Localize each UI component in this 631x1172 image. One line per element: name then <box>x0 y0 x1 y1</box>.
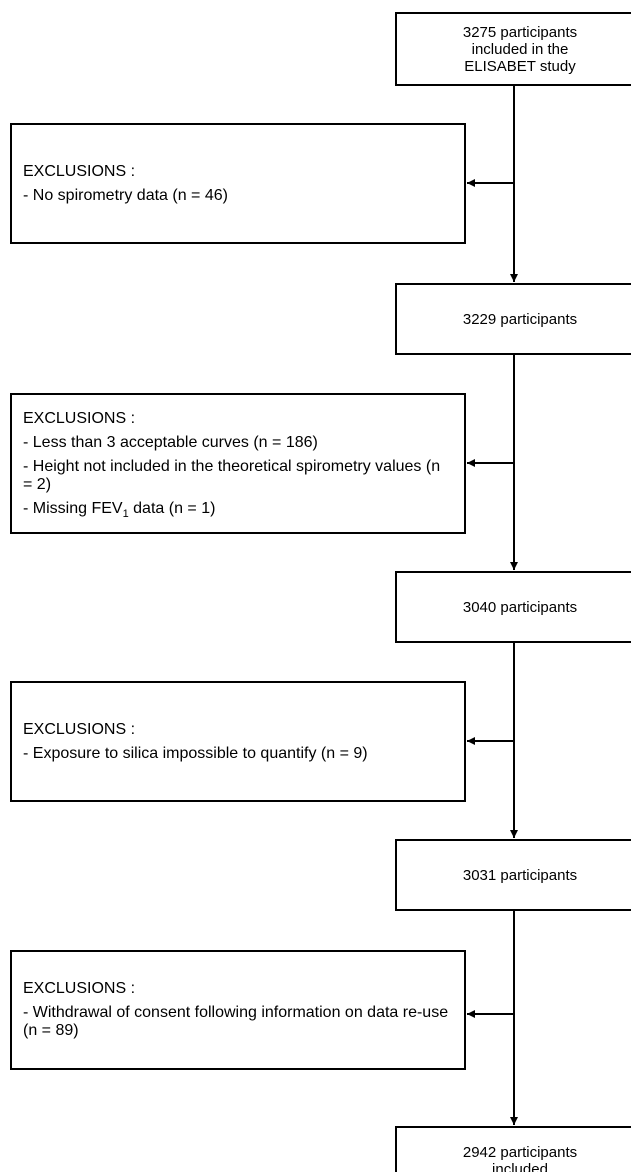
participants-box-after-spirometry: 3229 participants <box>395 283 631 355</box>
exclusions-box-2: EXCLUSIONS : - Less than 3 acceptable cu… <box>10 393 466 534</box>
exclusions-heading: EXCLUSIONS : <box>23 162 136 180</box>
participants-count-line-2: included in the <box>471 40 569 58</box>
participants-count-line-1: 2942 participants <box>462 1144 578 1161</box>
fev-subscript: 1 <box>122 507 129 520</box>
exclusion-item: - Less than 3 acceptable curves (n = 186… <box>23 433 318 451</box>
fev-suffix: data (n = 1) <box>128 499 216 517</box>
exclusion-item-fev1: - Missing FEV1 data (n = 1) <box>23 499 453 520</box>
participants-box-initial: 3275 participants included in the ELISAB… <box>395 12 631 86</box>
participants-count: 3040 participants <box>462 598 578 616</box>
participants-count: 3229 participants <box>462 310 578 328</box>
participants-box-after-curves: 3040 participants <box>395 571 631 643</box>
exclusion-item: - Withdrawal of consent following inform… <box>23 1004 449 1039</box>
exclusions-heading: EXCLUSIONS : <box>23 720 136 738</box>
exclusions-heading: EXCLUSIONS : <box>23 409 136 427</box>
exclusion-item: - Exposure to silica impossible to quant… <box>23 744 368 762</box>
fev-prefix: - Missing FEV <box>23 499 123 517</box>
participants-count: 3031 participants <box>462 866 578 884</box>
exclusions-box-1: EXCLUSIONS : - No spirometry data (n = 4… <box>10 123 466 244</box>
exclusions-heading: EXCLUSIONS : <box>23 980 136 997</box>
exclusion-item: - Height not included in the theoretical… <box>23 457 441 493</box>
participants-count-line-3: ELISABET study <box>464 57 576 75</box>
participants-count-line-2: included <box>492 1161 548 1172</box>
participants-count-line-1: 3275 participants <box>462 23 578 41</box>
exclusions-box-3: EXCLUSIONS : - Exposure to silica imposs… <box>10 681 466 802</box>
exclusion-item: - No spirometry data (n = 46) <box>23 186 228 204</box>
exclusions-box-4: EXCLUSIONS : - Withdrawal of consent fol… <box>10 950 466 1070</box>
participants-box-final: 2942 participants included <box>395 1126 631 1172</box>
participants-box-after-silica: 3031 participants <box>395 839 631 911</box>
